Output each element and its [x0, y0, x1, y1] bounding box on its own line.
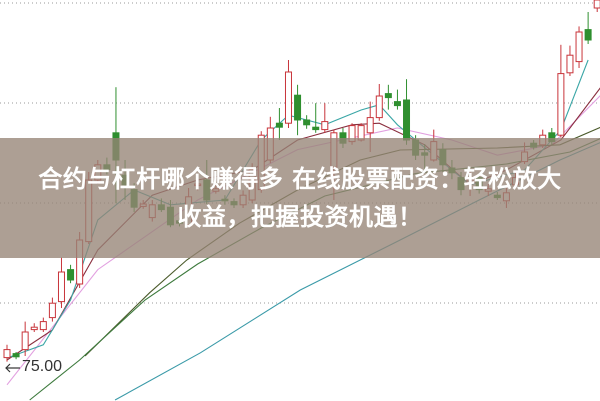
candle-up	[48, 302, 56, 319]
title-line-1: 合约与杠杆哪个赚得多 在线股票配资：轻松放大	[38, 165, 562, 193]
title-overlay-band	[0, 138, 600, 258]
candle-down	[294, 94, 302, 121]
arrow-head-icon	[5, 363, 11, 373]
candle-down	[384, 93, 392, 99]
candle-up	[321, 121, 329, 131]
candle-up	[3, 349, 11, 359]
title-overlay: 合约与杠杆哪个赚得多 在线股票配资：轻松放大 收益，把握投资机遇！	[0, 160, 600, 236]
candle-down	[12, 353, 20, 358]
candle-up	[57, 271, 65, 303]
title-line-2: 收益，把握投资机遇！	[177, 203, 423, 231]
candle-up	[557, 73, 565, 136]
candle-down	[275, 122, 283, 128]
candle-up	[366, 117, 374, 134]
candle-down	[584, 29, 592, 41]
candle-up	[593, 0, 600, 9]
price-marker-label: 75.00	[22, 358, 63, 375]
candle-up	[30, 326, 38, 331]
candle-down	[67, 269, 75, 281]
candle-up	[575, 31, 583, 63]
candle-down	[403, 99, 411, 141]
candle-up	[566, 54, 574, 74]
candle-down	[312, 126, 320, 131]
candle-up	[21, 331, 29, 351]
candle-up	[375, 95, 383, 119]
candle-up	[39, 321, 47, 331]
candle-up	[284, 71, 292, 124]
candle-down	[303, 119, 311, 126]
candle-down	[393, 101, 401, 107]
